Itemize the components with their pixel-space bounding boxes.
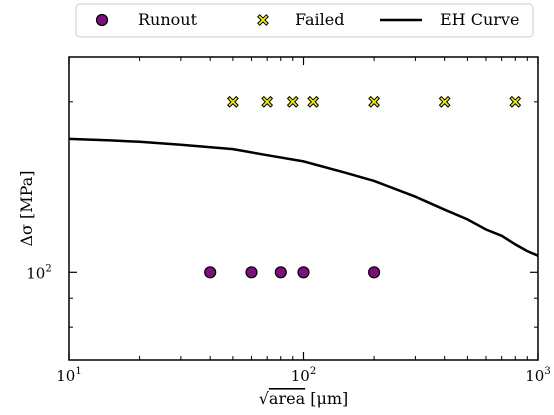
x-axis-label-unit: [μm] — [305, 389, 348, 408]
legend: Runout Failed EH Curve — [75, 3, 534, 38]
x-tick-label: 102 — [291, 366, 316, 385]
x-tick-label: 103 — [525, 366, 550, 385]
failed-point — [307, 95, 320, 108]
failed-point — [368, 95, 380, 108]
x-tick-label: 101 — [56, 366, 81, 385]
x-axis-label: √area [μm] — [259, 389, 349, 408]
legend-marker-failed — [257, 14, 269, 26]
legend-label: EH Curve — [440, 10, 519, 29]
legend-label: Failed — [295, 10, 345, 29]
runout-point — [297, 266, 310, 279]
failed-point — [509, 95, 522, 108]
plot-frame — [68, 56, 539, 361]
y-tick-label: 102 — [26, 263, 51, 282]
y-axis-label: Δσ [MPa] — [17, 170, 36, 246]
failed-point — [286, 95, 299, 108]
runout-point — [367, 266, 381, 279]
plot-marks — [68, 95, 539, 279]
x-axis-label-radical: √ — [259, 389, 270, 408]
legend-marker-runout — [95, 13, 109, 27]
legend-label: Runout — [138, 10, 198, 29]
failed-point — [227, 95, 239, 108]
runout-point — [274, 266, 287, 279]
failed-point — [261, 95, 274, 108]
runout-point — [204, 266, 217, 279]
runout-point — [245, 266, 258, 279]
eh-curve-line — [68, 137, 539, 257]
legend-box — [75, 3, 534, 38]
failed-point — [438, 95, 451, 108]
x-axis-label-main: area — [269, 389, 306, 408]
